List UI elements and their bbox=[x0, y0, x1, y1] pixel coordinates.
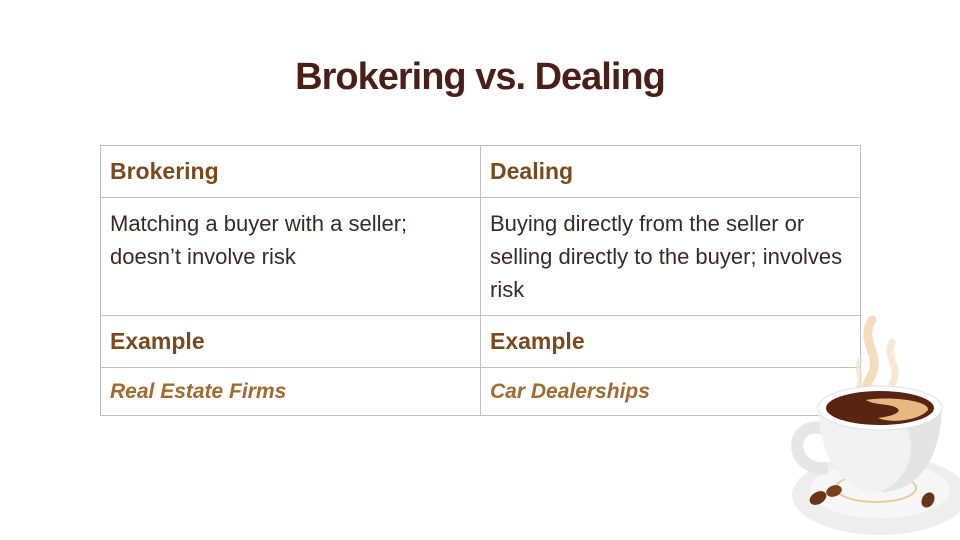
example-label-brokering: Example bbox=[110, 328, 205, 354]
table-row: Brokering Dealing bbox=[100, 145, 861, 198]
table-row: Matching a buyer with a seller; doesn’t … bbox=[100, 197, 861, 316]
table-cell: Real Estate Firms bbox=[100, 367, 481, 416]
table-cell: Car Dealerships bbox=[480, 367, 861, 416]
header-dealing: Dealing bbox=[490, 158, 574, 184]
example-label-dealing: Example bbox=[490, 328, 585, 354]
example-brokering: Real Estate Firms bbox=[110, 380, 287, 403]
table-cell: Example bbox=[480, 315, 861, 368]
table-cell: Dealing bbox=[480, 145, 861, 198]
table-cell: Example bbox=[100, 315, 481, 368]
table-row: Example Example bbox=[100, 315, 861, 368]
coffee-cup-icon bbox=[791, 315, 960, 535]
description-brokering: Matching a buyer with a seller; doesn’t … bbox=[100, 197, 481, 316]
comparison-table: Brokering Dealing Matching a buyer with … bbox=[100, 145, 861, 416]
description-dealing: Buying directly from the seller or selli… bbox=[480, 197, 861, 316]
slide-title: Brokering vs. Dealing bbox=[295, 56, 666, 98]
example-dealing: Car Dealerships bbox=[490, 380, 650, 403]
header-brokering: Brokering bbox=[110, 158, 219, 184]
table-cell: Brokering bbox=[100, 145, 481, 198]
table-row: Real Estate Firms Car Dealerships bbox=[100, 367, 861, 416]
